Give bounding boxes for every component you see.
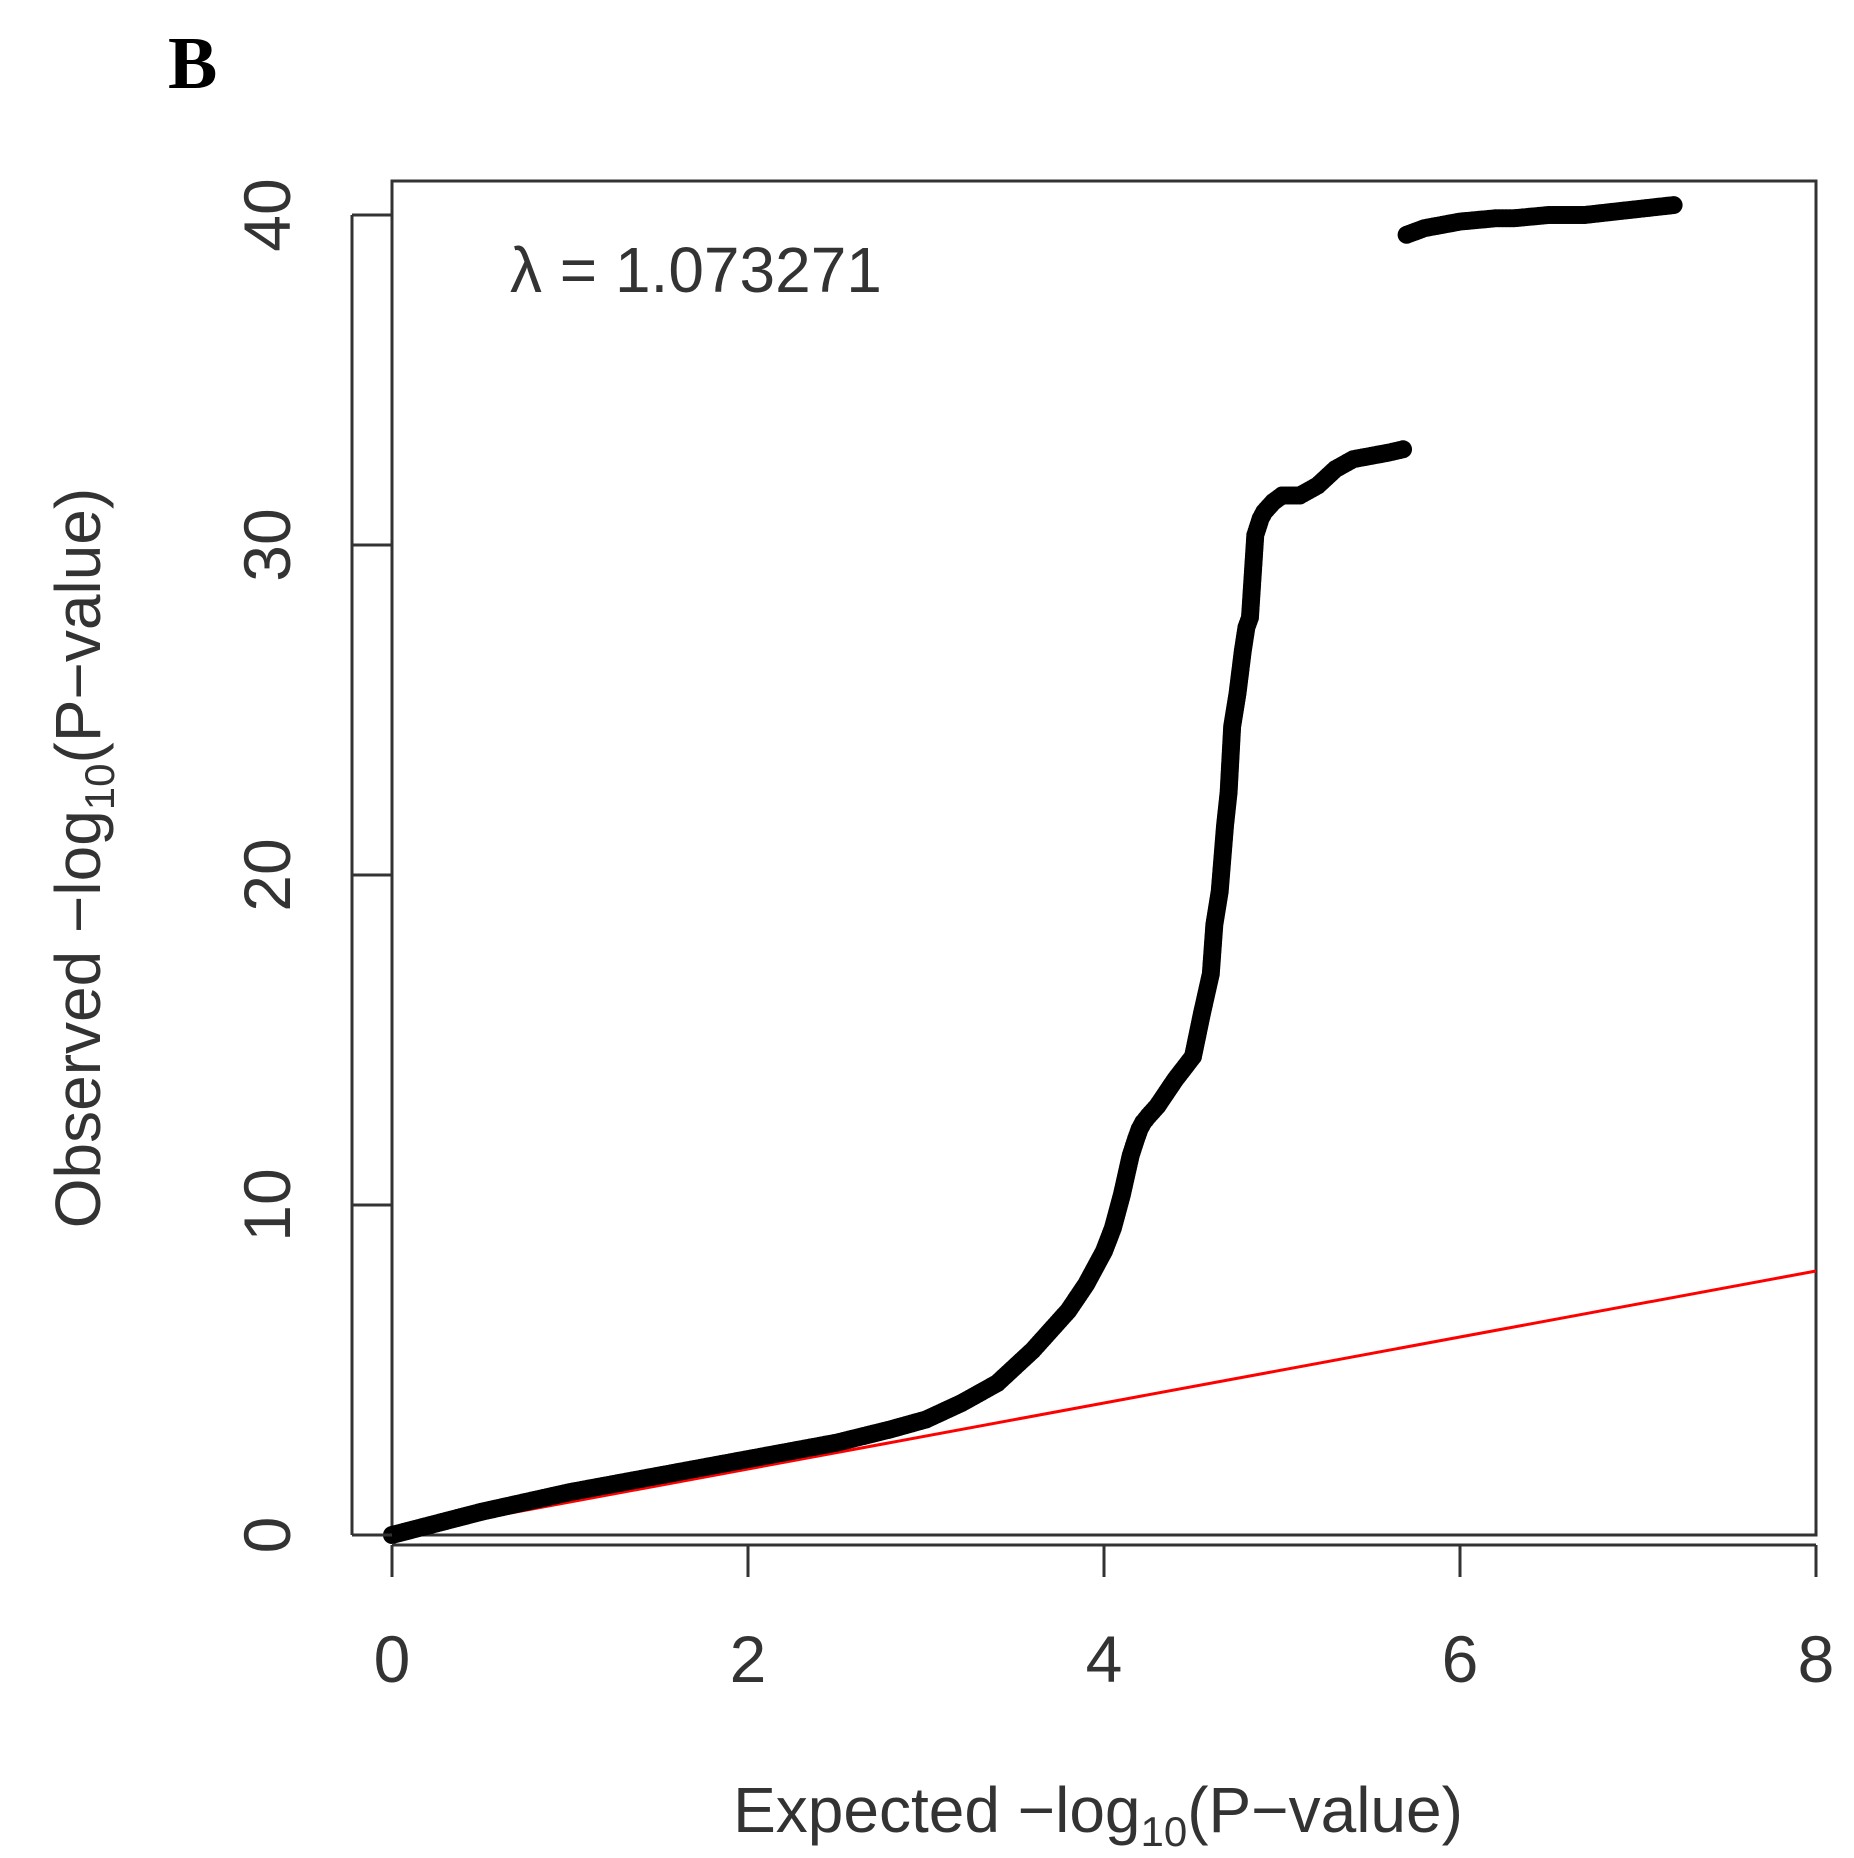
y-tick-label-10: 10: [230, 1168, 304, 1241]
y-axis-label-subscript: 10: [76, 763, 123, 810]
points-layer: [383, 196, 1683, 1544]
lambda-annotation: λ = 1.073271: [510, 234, 882, 306]
reference-line-layer: [391, 1269, 1817, 1537]
panel-label: B: [168, 23, 218, 105]
y-axis-label-prefix: Observed −log: [42, 810, 114, 1228]
y-axis-label-suffix: (P−value): [42, 488, 114, 764]
data-point-553: [1394, 440, 1413, 459]
x-tick-label-8: 8: [1798, 1622, 1835, 1696]
y-tick-label-20: 20: [230, 838, 304, 911]
y-tick-label-40: 40: [230, 178, 304, 251]
y-axis-label: Observed −log10(P−value): [42, 488, 123, 1228]
axes-layer: 0 2 4 6 8 0 10 20 30 40: [230, 178, 1834, 1696]
x-axis-label: Expected −log10(P−value): [733, 1774, 1463, 1855]
x-axis-label-subscript: 10: [1141, 1808, 1188, 1855]
y-tick-label-30: 30: [230, 508, 304, 581]
x-tick-label-2: 2: [730, 1622, 767, 1696]
reference-line: [391, 1269, 1817, 1537]
x-tick-label-0: 0: [374, 1622, 411, 1696]
x-tick-label-6: 6: [1442, 1622, 1479, 1696]
y-tick-label-0: 0: [230, 1517, 304, 1554]
data-point-639: [1664, 196, 1683, 215]
plot-frame: [390, 179, 1818, 1537]
x-tick-label-4: 4: [1086, 1622, 1123, 1696]
x-axis-label-prefix: Expected −log: [733, 1774, 1140, 1846]
x-axis-label-suffix: (P−value): [1187, 1774, 1463, 1846]
